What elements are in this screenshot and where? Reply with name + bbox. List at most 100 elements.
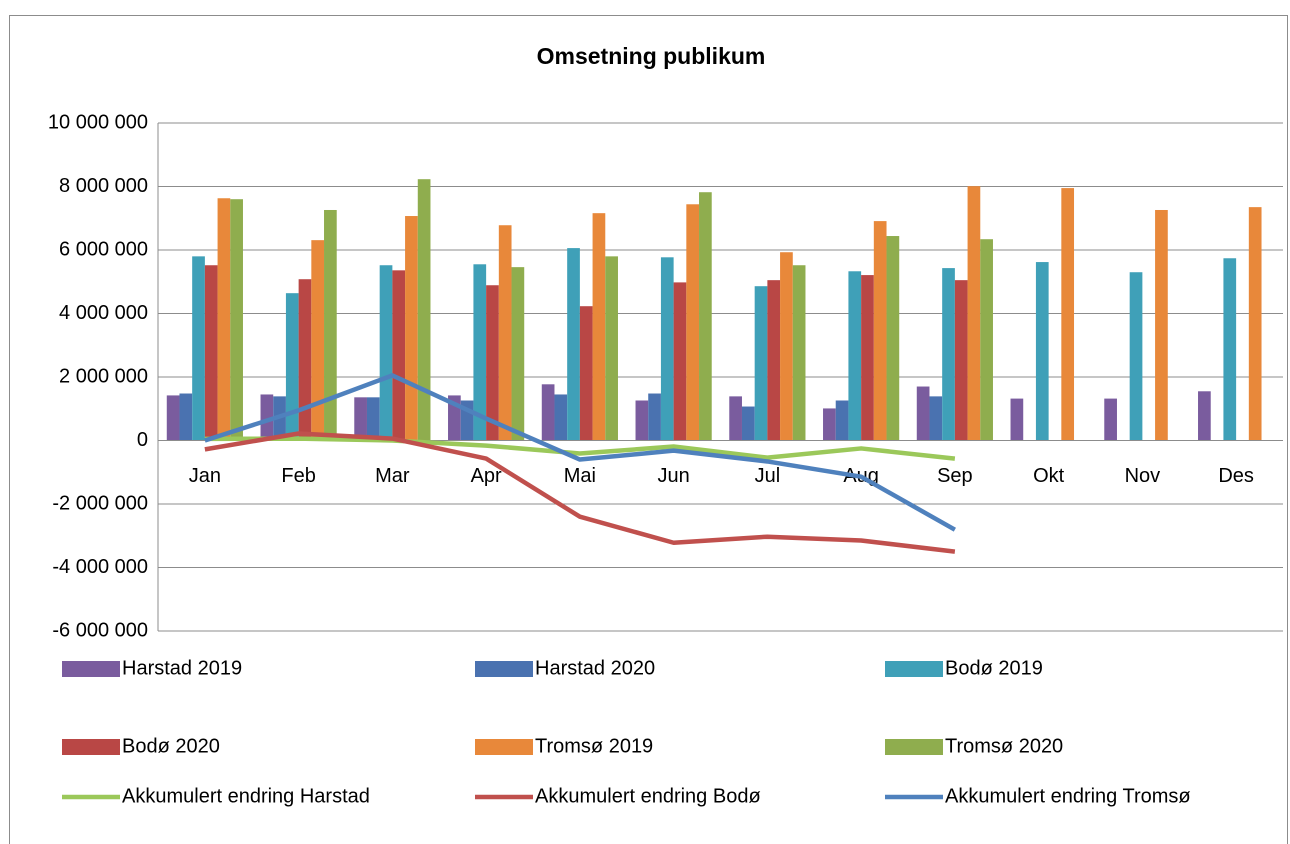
y-tick-label: 10 000 000 bbox=[48, 111, 148, 133]
bar bbox=[686, 204, 700, 441]
line bbox=[204, 436, 956, 461]
x-tick-label: Des bbox=[1218, 465, 1254, 487]
bar bbox=[311, 240, 325, 441]
bar bbox=[486, 285, 499, 441]
line bbox=[204, 431, 956, 554]
bar bbox=[1010, 398, 1024, 441]
bar bbox=[861, 275, 874, 441]
bar bbox=[498, 225, 512, 441]
bar bbox=[204, 265, 218, 441]
bar bbox=[405, 216, 418, 441]
y-tick-label: 4 000 000 bbox=[59, 302, 148, 324]
bar bbox=[392, 270, 406, 441]
bar bbox=[230, 199, 243, 441]
legend-label: Tromsø 2019 bbox=[535, 735, 653, 757]
bar bbox=[192, 256, 205, 441]
bar bbox=[217, 198, 231, 441]
y-tick-label: 6 000 000 bbox=[59, 238, 148, 260]
bar bbox=[835, 400, 849, 441]
bar bbox=[417, 179, 431, 441]
bar bbox=[1061, 188, 1075, 441]
bar bbox=[1223, 258, 1237, 441]
bar bbox=[1198, 391, 1211, 441]
x-tick-label: Feb bbox=[281, 465, 315, 487]
bar bbox=[554, 394, 568, 441]
x-tick-label: Okt bbox=[1033, 465, 1065, 487]
bar bbox=[780, 252, 793, 441]
legend-swatch bbox=[475, 661, 533, 677]
legend-label: Akkumulert endring Tromsø bbox=[945, 785, 1191, 807]
legend-label: Harstad 2020 bbox=[535, 657, 655, 679]
legend-label: Akkumulert endring Bodø bbox=[535, 785, 761, 807]
bar bbox=[673, 282, 687, 441]
bar bbox=[541, 384, 555, 441]
legend-label: Bodø 2019 bbox=[945, 657, 1043, 679]
bar bbox=[1035, 262, 1049, 441]
bar bbox=[179, 393, 193, 441]
bar bbox=[1155, 209, 1168, 441]
legend-swatch bbox=[62, 661, 120, 677]
bar bbox=[567, 248, 580, 441]
bar bbox=[754, 286, 768, 441]
bar bbox=[823, 408, 836, 441]
line bbox=[204, 373, 956, 532]
bar bbox=[473, 264, 487, 441]
legend-swatch bbox=[475, 739, 533, 755]
x-tick-label: Mar bbox=[375, 465, 410, 487]
bar bbox=[929, 396, 943, 441]
y-tick-label: 8 000 000 bbox=[59, 175, 148, 197]
x-tick-label: Nov bbox=[1125, 465, 1161, 487]
bar bbox=[379, 265, 393, 441]
bar bbox=[767, 280, 781, 441]
bar bbox=[592, 213, 606, 441]
bar bbox=[729, 396, 742, 441]
bar bbox=[916, 386, 930, 441]
legend-swatch bbox=[885, 739, 943, 755]
legend-swatch bbox=[62, 739, 120, 755]
bar bbox=[873, 221, 887, 441]
bar bbox=[635, 400, 649, 441]
bar bbox=[699, 192, 712, 441]
bar bbox=[298, 279, 312, 441]
bar bbox=[848, 271, 862, 441]
bar bbox=[324, 209, 337, 441]
legend-label: Harstad 2019 bbox=[122, 657, 242, 679]
bar bbox=[366, 397, 380, 441]
bar bbox=[605, 256, 618, 441]
bar bbox=[648, 393, 661, 441]
y-tick-label: -4 000 000 bbox=[52, 556, 148, 578]
bar bbox=[954, 280, 968, 441]
legend-label: Akkumulert endring Harstad bbox=[122, 785, 370, 807]
bar bbox=[660, 257, 674, 441]
bar bbox=[354, 397, 367, 441]
bar bbox=[967, 186, 981, 441]
y-tick-label: -2 000 000 bbox=[52, 492, 148, 514]
x-tick-label: Mai bbox=[564, 465, 596, 487]
bar bbox=[260, 394, 274, 441]
bar bbox=[1248, 207, 1262, 441]
bar bbox=[579, 306, 593, 441]
bar bbox=[792, 265, 806, 441]
chart-title: Omsetning publikum bbox=[537, 43, 766, 69]
y-tick-label: 0 bbox=[137, 429, 148, 451]
bar bbox=[1129, 272, 1143, 441]
x-tick-label: Jan bbox=[189, 465, 221, 487]
bar bbox=[285, 293, 299, 441]
y-tick-label: 2 000 000 bbox=[59, 365, 148, 387]
legend-label: Tromsø 2020 bbox=[945, 735, 1063, 757]
x-tick-label: Jul bbox=[755, 465, 781, 487]
bar bbox=[166, 395, 180, 441]
legend-swatch bbox=[885, 661, 943, 677]
bar bbox=[942, 268, 955, 441]
bar bbox=[1104, 398, 1117, 441]
bar bbox=[886, 236, 900, 441]
bar bbox=[741, 406, 755, 441]
legend-label: Bodø 2020 bbox=[122, 735, 220, 757]
x-tick-label: Apr bbox=[471, 465, 502, 487]
x-tick-label: Sep bbox=[937, 465, 973, 487]
bar bbox=[511, 267, 525, 441]
x-tick-label: Jun bbox=[658, 465, 690, 487]
y-tick-label: -6 000 000 bbox=[52, 619, 148, 641]
